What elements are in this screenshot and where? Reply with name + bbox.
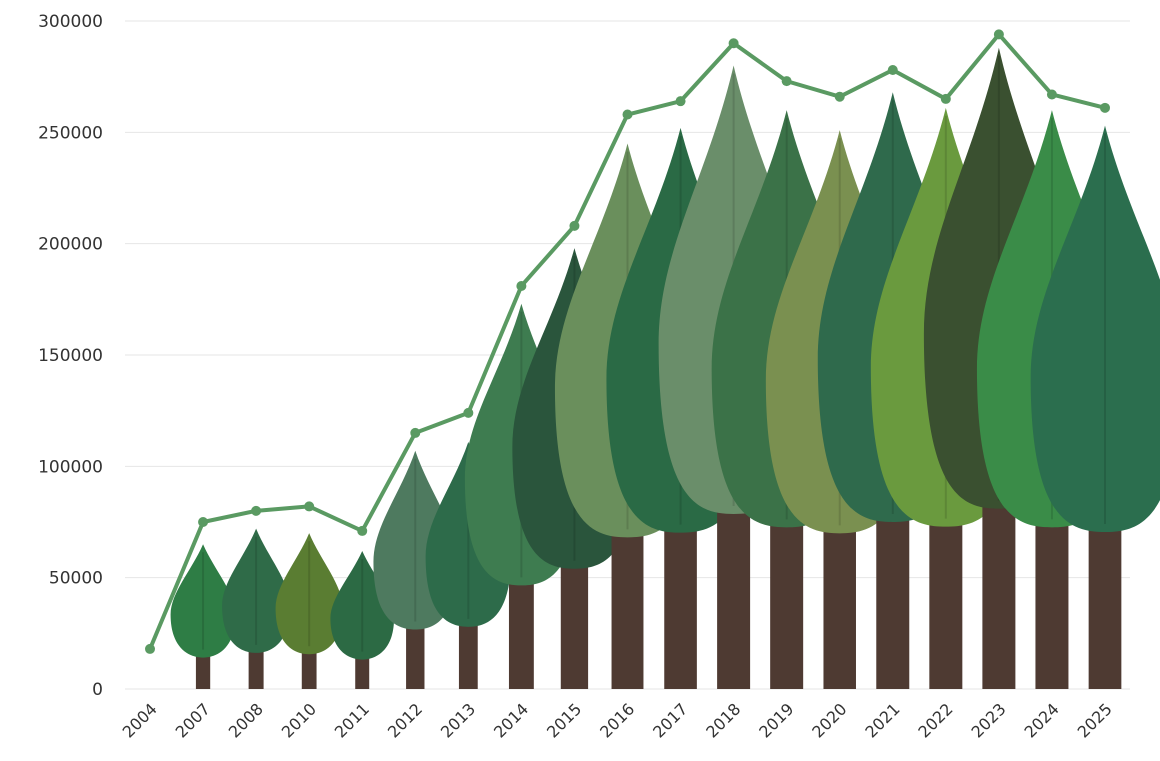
tree-trunk — [876, 509, 910, 689]
data-point — [410, 427, 421, 438]
x-tick-label: 2016 — [596, 699, 638, 741]
tree-mark — [275, 533, 343, 689]
tree-trunk — [664, 520, 697, 689]
x-tick-label: 2024 — [1021, 699, 1063, 741]
data-point — [569, 220, 580, 231]
tree-trunk — [248, 640, 264, 689]
data-point — [834, 91, 845, 102]
data-point — [728, 38, 739, 49]
tree-trunk — [560, 556, 589, 689]
x-tick-label: 2023 — [967, 699, 1009, 741]
data-point — [781, 76, 792, 87]
tree-trunk — [823, 521, 856, 689]
data-point — [463, 407, 474, 418]
tree-mark — [1030, 125, 1160, 689]
data-point — [940, 93, 951, 104]
tree-trunk — [1088, 519, 1122, 689]
x-tick-label: 2004 — [119, 699, 161, 741]
tree-trunk — [770, 515, 804, 689]
tree-trunk — [458, 614, 478, 689]
x-tick-label: 2011 — [331, 699, 373, 741]
x-tick-label: 2017 — [649, 699, 691, 741]
data-point — [887, 64, 898, 75]
x-tick-label: 2010 — [278, 699, 320, 741]
tree-trunk — [1035, 515, 1069, 689]
tree-trunk — [611, 525, 644, 689]
tree-crown — [330, 550, 395, 660]
tree-crown — [222, 528, 291, 653]
data-point — [1046, 89, 1057, 100]
line-series — [145, 29, 1110, 654]
y-tick-label: 150000 — [38, 346, 103, 366]
tree-crown — [425, 441, 512, 627]
tree-crown — [275, 533, 343, 655]
tree-marks — [170, 47, 1160, 689]
x-tick-label: 2013 — [437, 699, 479, 741]
tree-mark — [222, 528, 291, 689]
x-tick-label: 2007 — [172, 699, 214, 741]
tree-trunk — [929, 514, 963, 689]
x-tick-label: 2014 — [490, 699, 532, 741]
y-tick-label: 100000 — [38, 457, 103, 477]
data-point — [251, 505, 262, 516]
tree-trunk — [406, 617, 425, 689]
y-tick-label: 200000 — [38, 235, 103, 255]
tree-mark — [170, 544, 236, 689]
x-tick-label: 2022 — [914, 699, 956, 741]
y-tick-label: 300000 — [38, 12, 103, 32]
x-tick-label: 2021 — [861, 699, 903, 741]
x-tick-label: 2025 — [1074, 699, 1116, 741]
tree-mark — [330, 550, 395, 689]
x-tick-label: 2020 — [808, 699, 850, 741]
x-tick-label: 2008 — [225, 699, 267, 741]
x-tick-label: 2019 — [755, 699, 797, 741]
y-tick-label: 0 — [92, 680, 103, 700]
data-point — [304, 501, 315, 512]
data-point — [675, 96, 686, 107]
tree-trunk — [717, 501, 751, 689]
data-point — [357, 525, 368, 536]
x-tick-label: 2015 — [543, 699, 585, 741]
data-point — [622, 109, 633, 120]
data-point — [145, 643, 155, 654]
x-tick-label: 2018 — [702, 699, 744, 741]
tree-crown — [1030, 125, 1160, 532]
tree-trunk — [982, 496, 1016, 689]
data-point — [1100, 102, 1110, 113]
data-point — [198, 517, 209, 527]
data-point — [516, 280, 527, 291]
tree-trunk — [508, 573, 534, 689]
tree-crown — [170, 544, 236, 658]
data-point — [993, 29, 1004, 40]
y-tick-label: 50000 — [49, 569, 103, 589]
tree-mark — [425, 441, 512, 689]
x-tick-label: 2012 — [384, 699, 426, 741]
y-tick-label: 250000 — [38, 123, 103, 143]
